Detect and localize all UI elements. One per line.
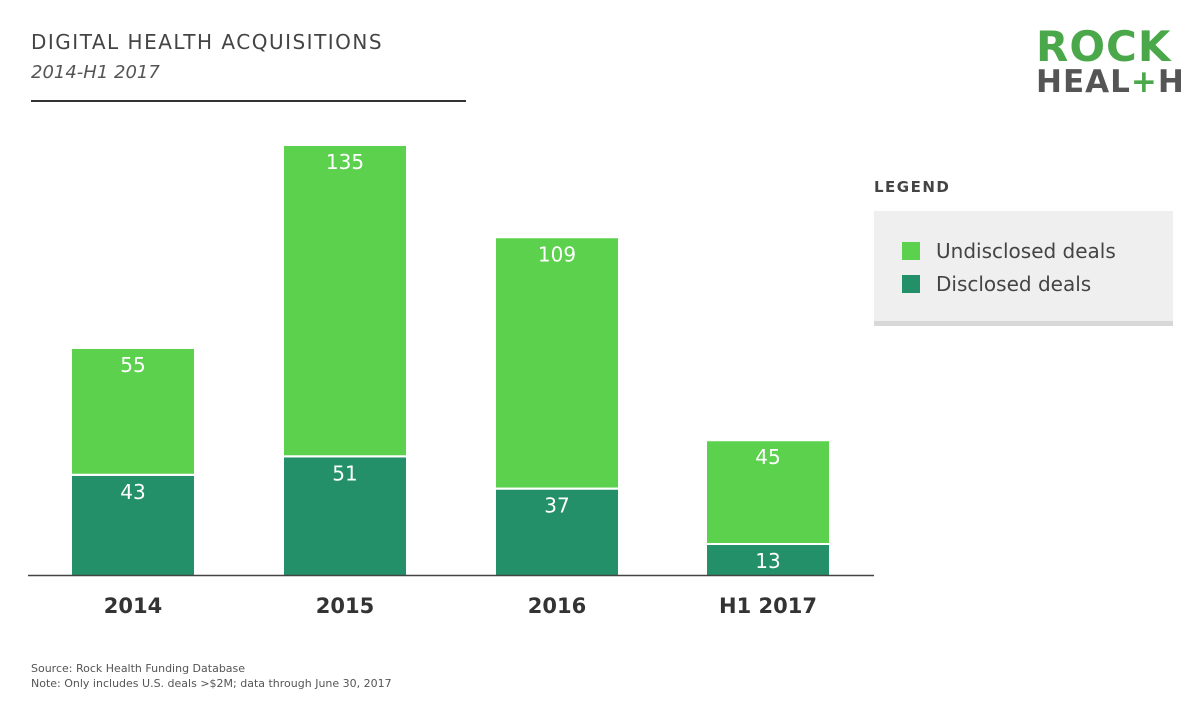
bar-undisclosed-2016 [496, 238, 618, 488]
chart-subtitle: 2014-H1 2017 [31, 62, 160, 83]
bar-disclosed-2016 [496, 489, 618, 575]
logo-h: H [1157, 64, 1185, 100]
data-label-disclosed-h1-2017: 13 [755, 549, 780, 573]
legend-item-disclosed: Disclosed deals [902, 272, 1091, 296]
data-label-undisclosed-2014: 55 [120, 353, 145, 377]
logo-plus: + [1130, 64, 1158, 100]
x-tick-label-h1-2017: H1 2017 [719, 594, 817, 618]
data-label-undisclosed-2015: 135 [326, 150, 364, 174]
legend-box: Undisclosed deals Disclosed deals [874, 211, 1173, 326]
note-line: Note: Only includes U.S. deals >$2M; dat… [31, 677, 392, 690]
data-label-disclosed-2014: 43 [120, 480, 145, 504]
bar-undisclosed-h1-2017 [707, 441, 829, 544]
data-label-disclosed-2016: 37 [544, 494, 569, 518]
chart-title: DIGITAL HEALTH ACQUISITIONS [31, 30, 384, 54]
logo-heal: HEAL [1036, 64, 1131, 100]
legend-label-disclosed: Disclosed deals [936, 272, 1092, 296]
logo-line-2: HEAL+H [1036, 64, 1185, 100]
data-label-undisclosed-h1-2017: 45 [755, 445, 780, 469]
source-note: Source: Rock Health Funding Database Not… [31, 661, 392, 691]
rock-health-logo: ROCK HEAL+H [1036, 22, 1184, 100]
legend-swatch-undisclosed [902, 242, 920, 260]
bar-disclosed-2015 [284, 457, 406, 575]
x-tick-label-2014: 2014 [104, 594, 162, 618]
bar-disclosed-h1-2017 [707, 545, 829, 575]
x-tick-label-2016: 2016 [528, 594, 586, 618]
bar-disclosed-2014 [72, 475, 194, 575]
legend-label-undisclosed: Undisclosed deals [936, 239, 1116, 263]
legend-title: LEGEND [874, 178, 951, 196]
legend-swatch-disclosed [902, 275, 920, 293]
legend-item-undisclosed: Undisclosed deals [902, 239, 1116, 263]
bar-undisclosed-2014 [72, 348, 194, 474]
x-tick-label-2015: 2015 [316, 594, 374, 618]
bar-undisclosed-2015 [284, 146, 406, 456]
data-label-disclosed-2015: 51 [332, 461, 357, 485]
data-label-undisclosed-2016: 109 [538, 242, 576, 266]
source-line: Source: Rock Health Funding Database [31, 662, 246, 675]
title-divider [31, 100, 466, 102]
logo-line-1: ROCK [1036, 22, 1172, 71]
stacked-bar-chart: 43 55 2014 51 135 2015 37 109 2016 13 45 H1 2017 [28, 146, 874, 618]
